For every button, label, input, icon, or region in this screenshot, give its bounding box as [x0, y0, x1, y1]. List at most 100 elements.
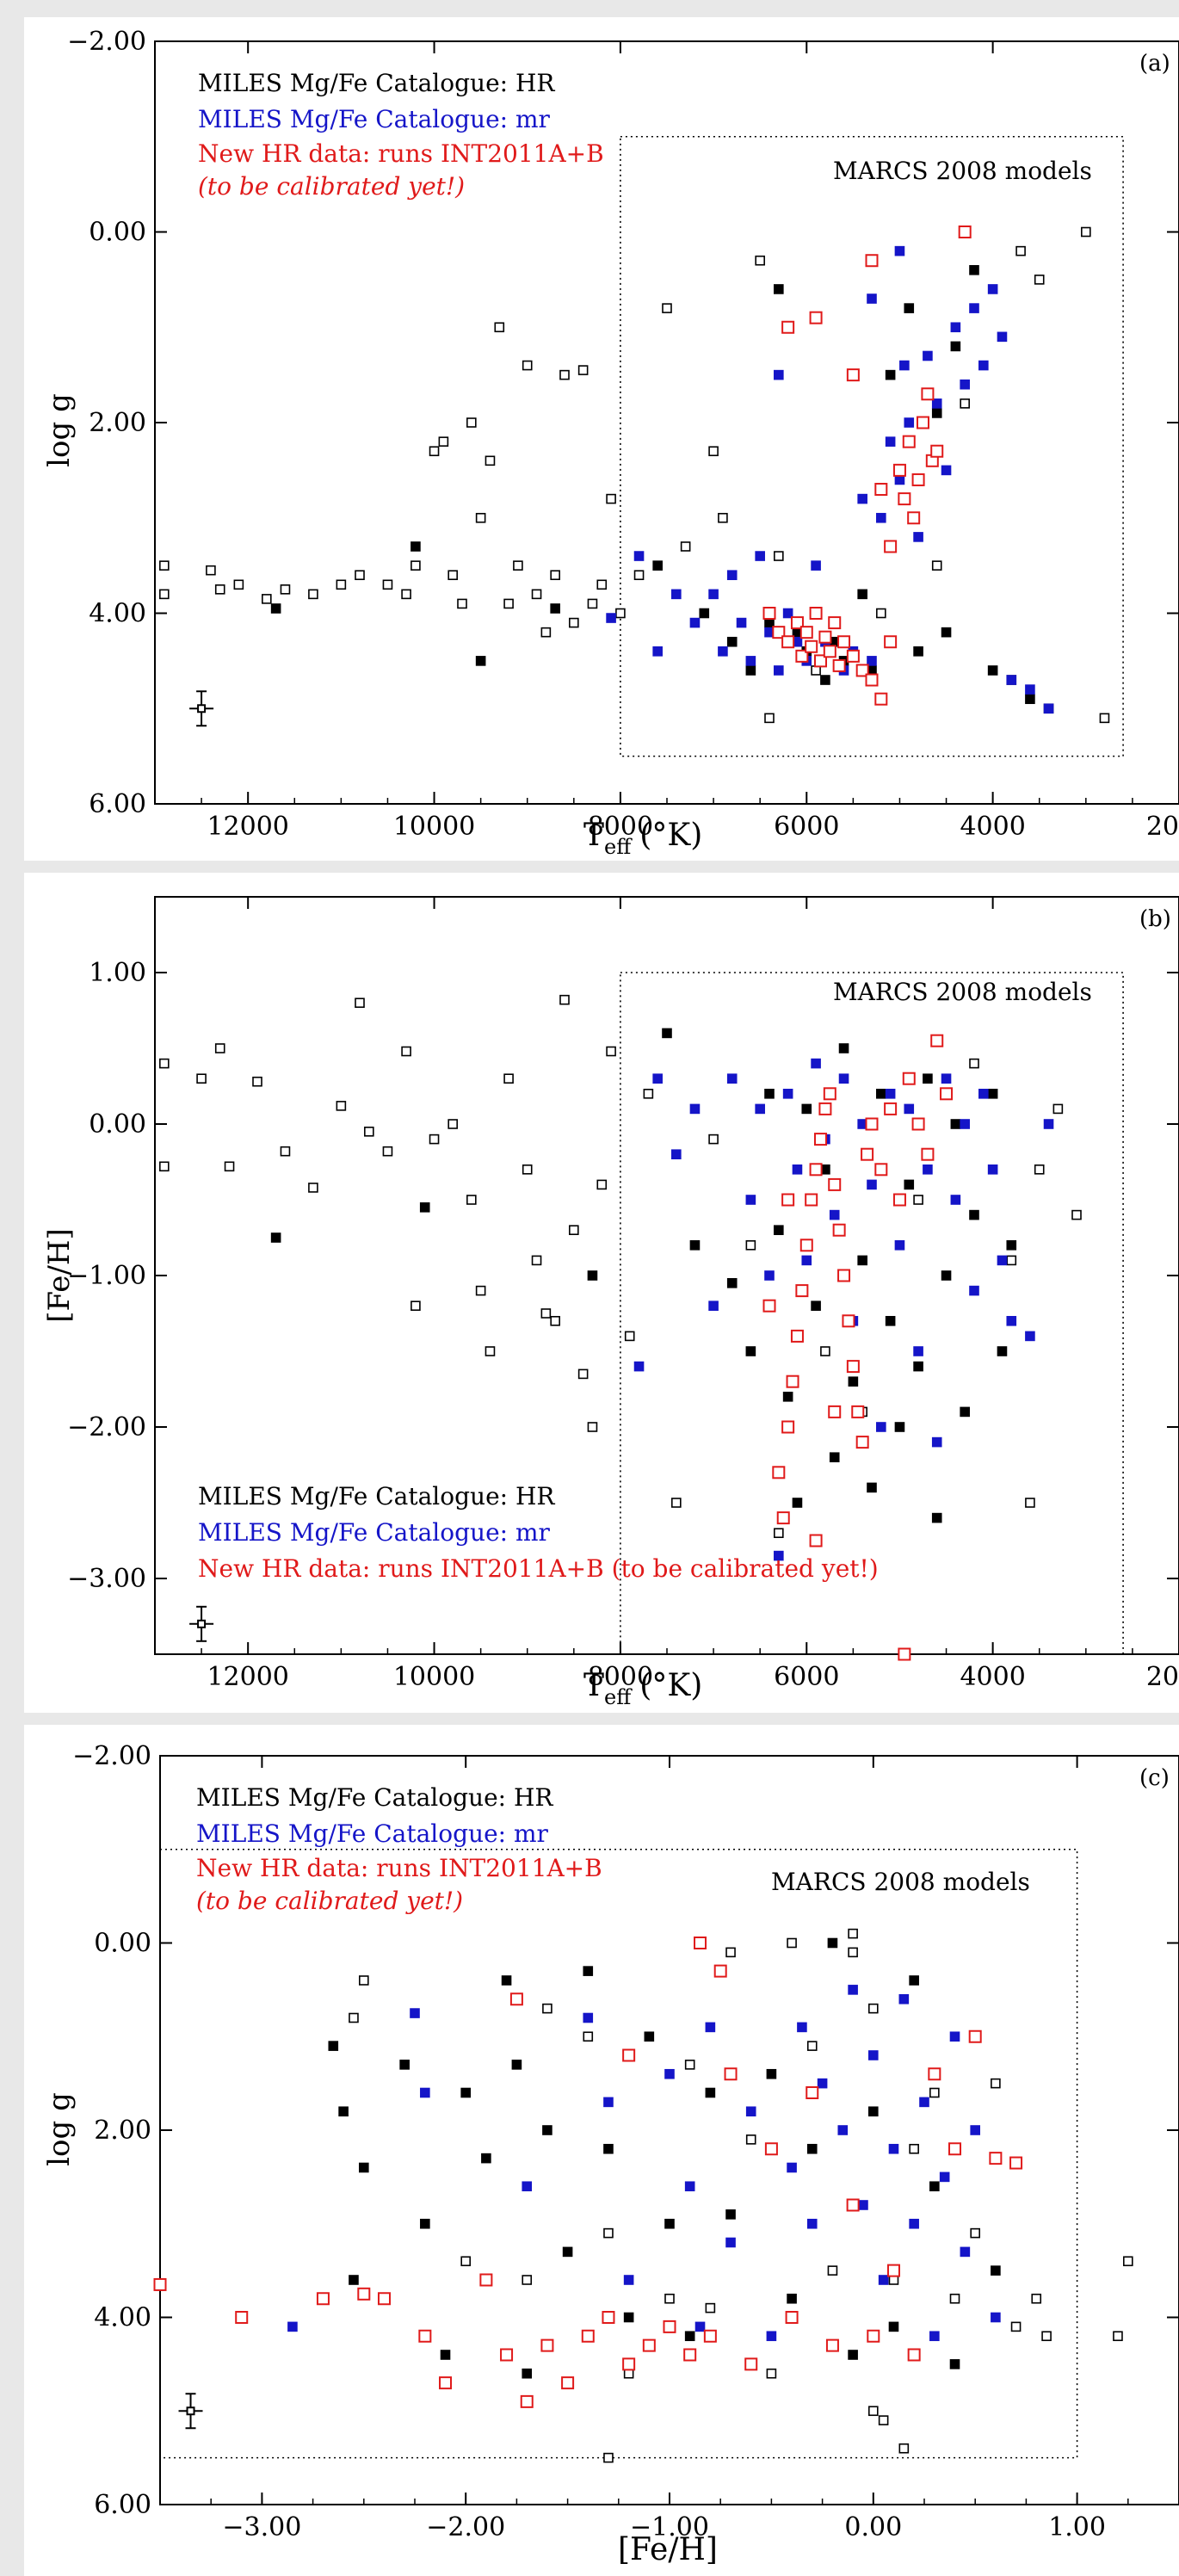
data-point [623, 2275, 634, 2285]
legend-entry-new: New HR data: runs INT2011A+B [196, 1854, 602, 1882]
data-point [671, 1149, 682, 1160]
data-point [481, 2153, 491, 2164]
data-point [781, 1420, 795, 1434]
data-point [837, 2125, 849, 2135]
data-point [382, 579, 393, 590]
data-point [825, 2338, 839, 2352]
y-tick-label: −1.00 [67, 1261, 146, 1291]
data-point [785, 2311, 799, 2324]
data-point [1025, 1498, 1035, 1508]
data-point [950, 322, 961, 333]
data-point [713, 1964, 727, 1978]
marcs-model-box [620, 135, 1124, 757]
data-point [485, 455, 496, 466]
data-point [997, 1346, 1008, 1356]
data-point [448, 1119, 458, 1129]
data-point [624, 1331, 635, 1342]
data-point [1043, 1119, 1054, 1129]
data-point [787, 1937, 797, 1949]
data-point [606, 613, 616, 623]
data-point [262, 594, 272, 604]
x-tick-label: 10000 [393, 812, 475, 842]
data-point [928, 2067, 941, 2081]
data-point [978, 1089, 989, 1099]
data-point [1006, 1239, 1017, 1251]
data-point [745, 665, 756, 676]
data-point [941, 627, 952, 638]
data-point [898, 1993, 910, 2005]
legend-entry-hr: MILES Mg/Fe Catalogue: HR [196, 1783, 553, 1812]
data-point [479, 2273, 493, 2287]
data-point [689, 1239, 701, 1251]
data-point [410, 560, 421, 571]
data-point [1006, 675, 1017, 685]
x-tick-label: 1.00 [1048, 2512, 1106, 2542]
data-point [662, 1028, 672, 1039]
chart-a: 12000 10000 8000 6000 4000 2000 −2.00 0.00 2.00 4… [42, 27, 1179, 859]
x-tick-label: 12000 [207, 1662, 288, 1692]
data-point [969, 264, 979, 275]
x-axis-label: [Fe/H] [618, 2532, 718, 2567]
data-point [930, 1034, 944, 1047]
data-point [978, 360, 989, 371]
data-point [531, 589, 542, 600]
data-point [795, 1284, 809, 1298]
data-point [797, 2022, 807, 2033]
data-point [235, 2311, 249, 2324]
data-point [811, 665, 821, 676]
data-point [931, 1512, 942, 1523]
data-point [540, 627, 552, 638]
data-point [786, 1374, 799, 1388]
data-point [950, 1195, 961, 1205]
data-point [726, 570, 738, 581]
data-point [885, 369, 896, 380]
data-point [884, 540, 898, 553]
data-point [846, 2198, 860, 2212]
data-point [848, 1947, 858, 1958]
marcs-box-label: MARCS 2008 models [771, 1868, 1030, 1896]
data-point [633, 570, 645, 581]
data-point [913, 532, 923, 542]
data-point [1052, 1103, 1064, 1115]
data-point [867, 1179, 877, 1190]
data-point [806, 2218, 818, 2229]
data-point [941, 1073, 952, 1084]
data-point [705, 2022, 716, 2033]
data-point [855, 1436, 869, 1449]
data-point [1099, 713, 1110, 724]
data-point [550, 1315, 560, 1326]
data-point [338, 2106, 349, 2117]
data-point [858, 2200, 868, 2210]
data-point [503, 598, 514, 609]
data-point [1043, 703, 1054, 714]
data-point [909, 2143, 919, 2154]
x-tick-label: 10000 [393, 1662, 475, 1692]
data-point [958, 225, 972, 238]
data-point [899, 360, 910, 371]
data-point [708, 446, 719, 457]
data-point [931, 408, 942, 418]
data-point [931, 560, 942, 571]
data-point [801, 1103, 812, 1115]
data-point [851, 1405, 865, 1418]
data-point [520, 2394, 534, 2408]
data-point [814, 654, 827, 668]
data-point [153, 2277, 167, 2291]
data-point [440, 2350, 451, 2360]
data-point [811, 1300, 821, 1312]
data-point [874, 1163, 888, 1177]
y-tick-label: −2.00 [67, 1412, 146, 1442]
data-point [781, 320, 795, 334]
data-point [930, 444, 944, 458]
data-point [865, 673, 879, 687]
y-tick-label: 6.00 [94, 2490, 151, 2520]
data-point [349, 2275, 359, 2285]
y-tick-label: 0.00 [94, 1929, 151, 1959]
data-point [577, 365, 589, 375]
data-point [596, 1179, 608, 1190]
data-point [1025, 684, 1035, 695]
data-point [898, 1647, 911, 1661]
data-point [664, 2218, 675, 2229]
x-tick-label: 8000 [588, 1662, 653, 1692]
data-point [475, 512, 486, 523]
